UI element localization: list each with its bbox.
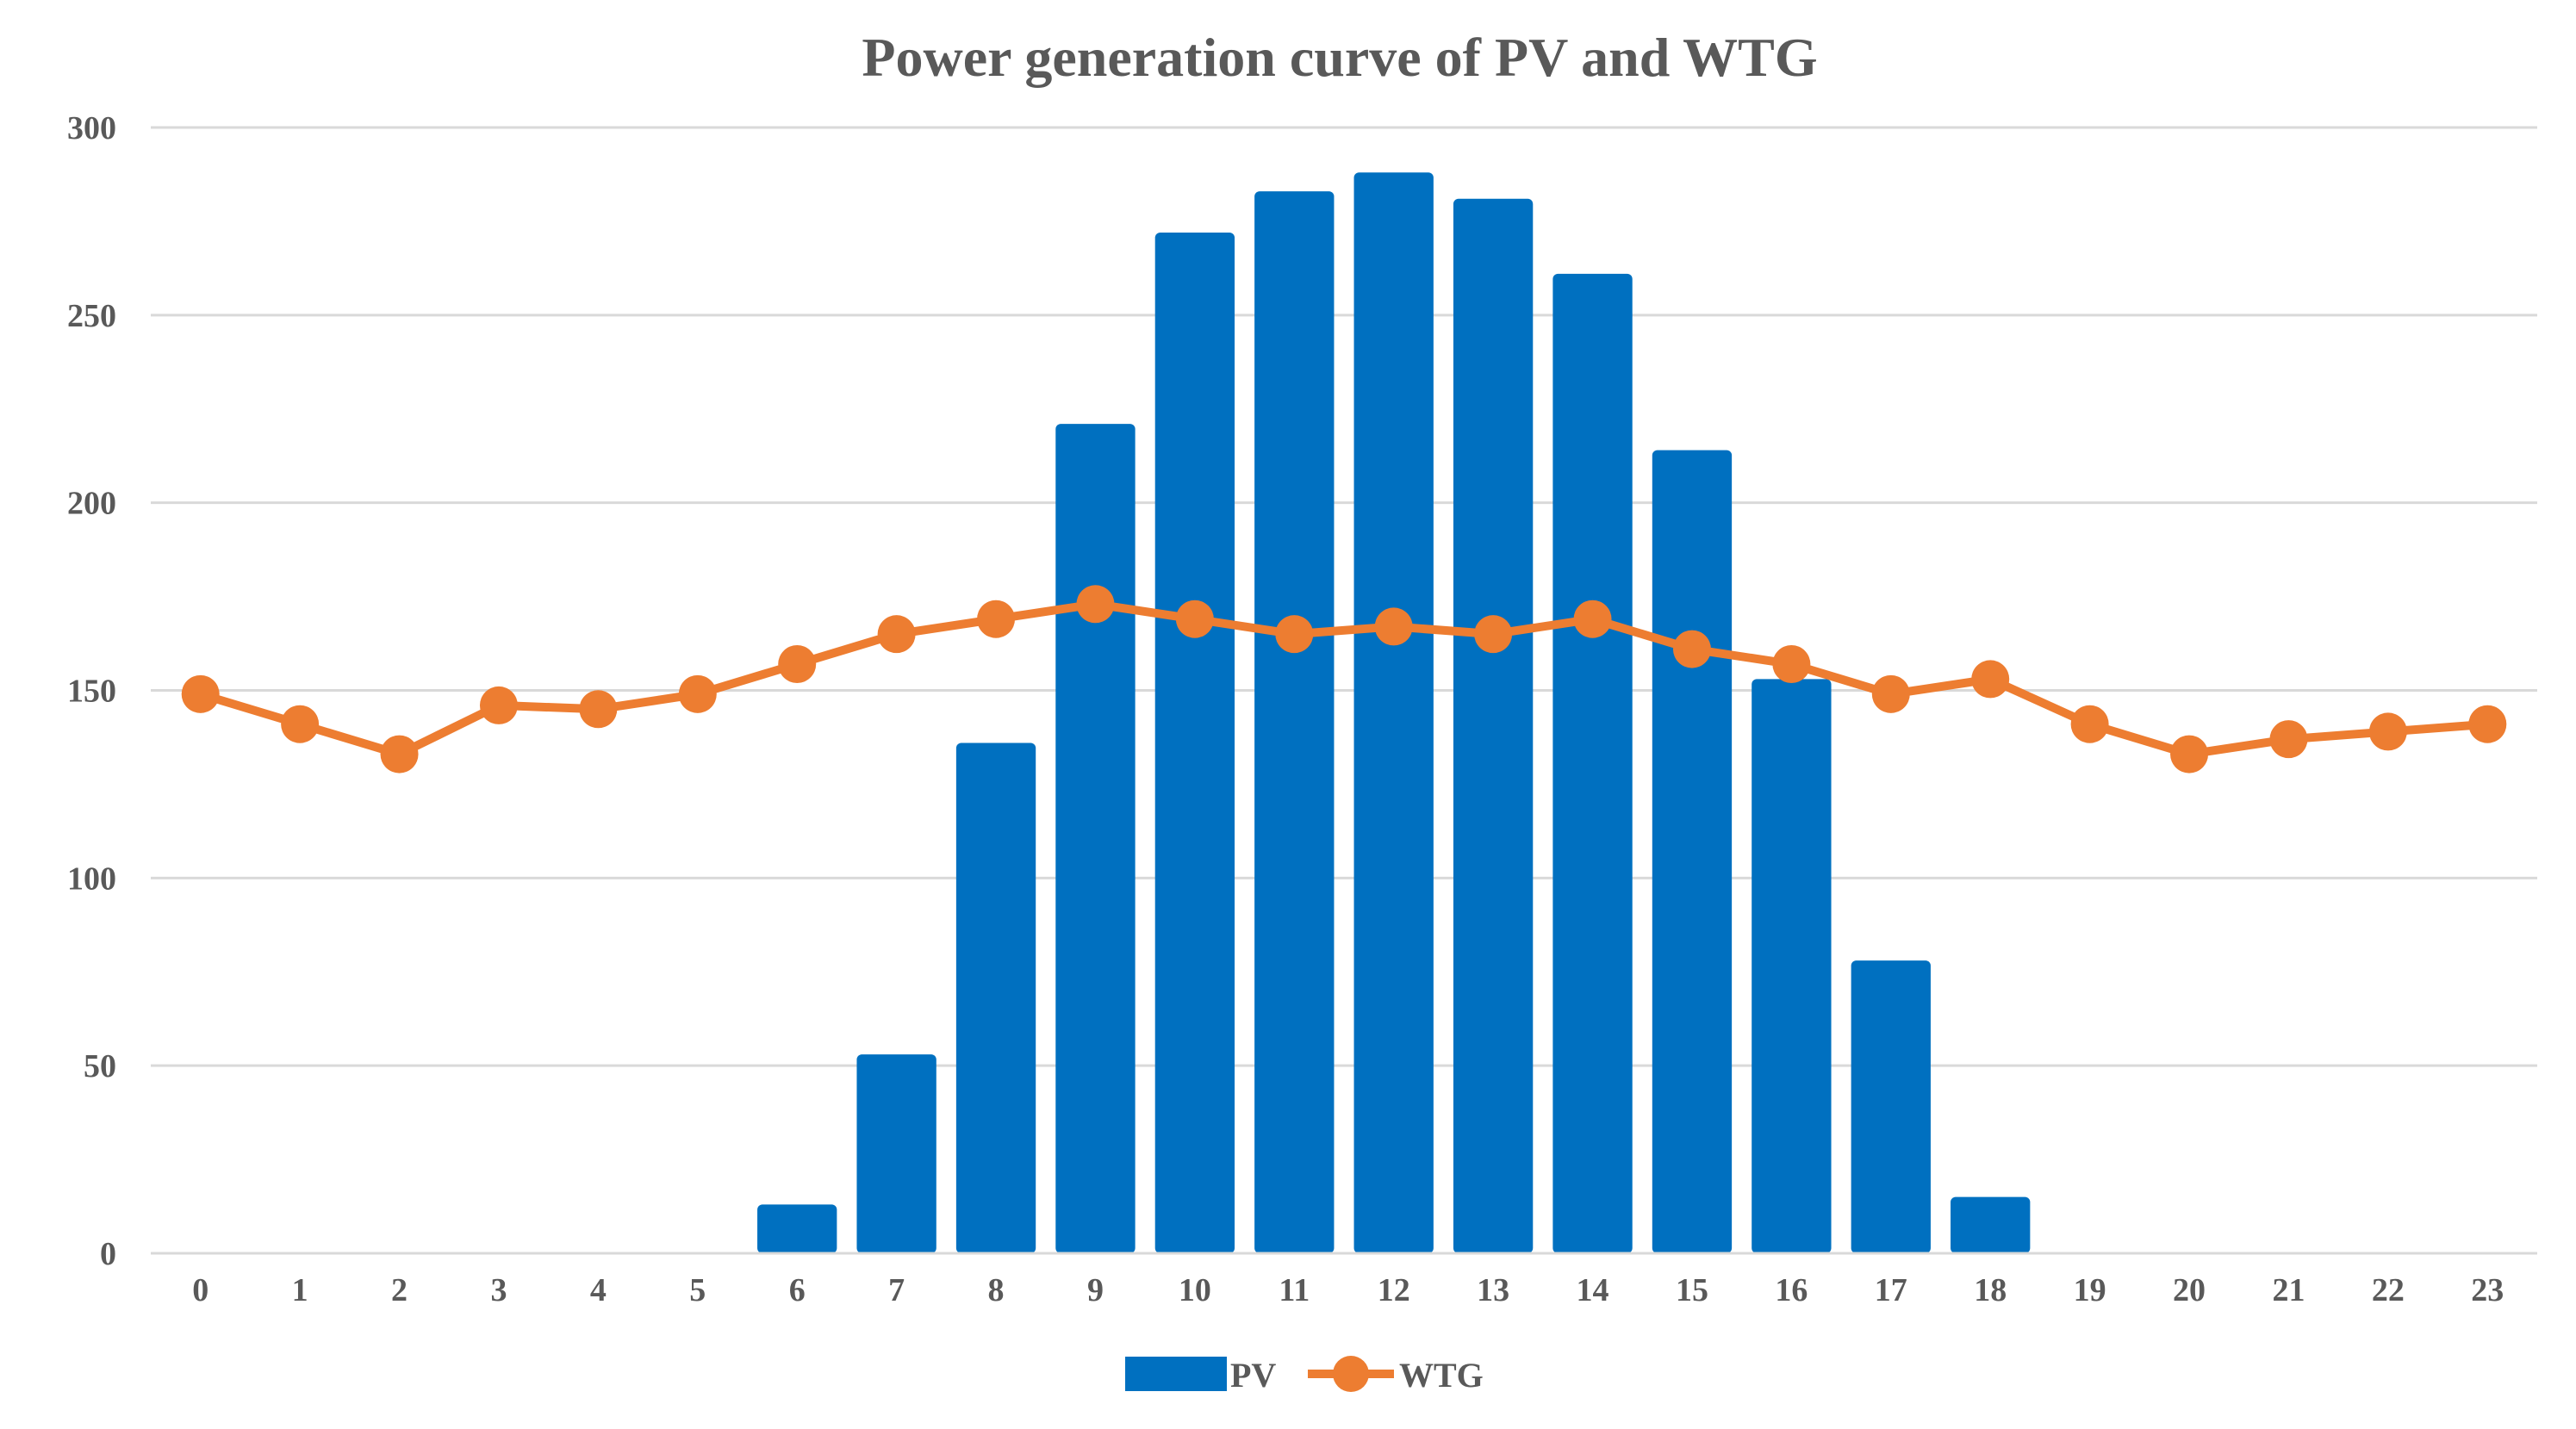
wtg-point bbox=[1871, 674, 1910, 713]
wtg-point bbox=[1175, 600, 1214, 638]
y-tick-label: 250 bbox=[67, 298, 116, 334]
x-tick-label: 13 bbox=[1477, 1272, 1509, 1308]
x-tick-label: 20 bbox=[2173, 1272, 2206, 1308]
legend-wtg-label: WTG bbox=[1399, 1356, 1484, 1395]
x-tick-label: 5 bbox=[689, 1272, 706, 1308]
legend-pv-swatch bbox=[1125, 1357, 1227, 1391]
x-tick-label: 21 bbox=[2272, 1272, 2305, 1308]
wtg-point bbox=[479, 686, 518, 724]
pv-bar bbox=[757, 1204, 837, 1253]
legend-wtg-marker bbox=[1333, 1356, 1369, 1392]
wtg-point bbox=[1275, 615, 1314, 654]
wtg-point bbox=[2468, 705, 2507, 743]
x-tick-label: 8 bbox=[988, 1272, 1005, 1308]
pv-bar bbox=[1652, 450, 1733, 1253]
x-tick-label: 0 bbox=[192, 1272, 208, 1308]
wtg-point bbox=[1573, 600, 1612, 638]
pv-bar bbox=[1552, 273, 1633, 1253]
pv-bar bbox=[1752, 679, 1832, 1253]
x-tick-label: 7 bbox=[888, 1272, 905, 1308]
wtg-point bbox=[678, 674, 717, 713]
x-tick-label: 17 bbox=[1875, 1272, 1907, 1308]
wtg-point bbox=[977, 600, 1016, 638]
pv-bar bbox=[955, 742, 1036, 1253]
gridlines bbox=[151, 126, 2537, 1067]
y-tick-label: 150 bbox=[67, 674, 116, 710]
x-tick-label: 2 bbox=[391, 1272, 408, 1308]
x-tick-label: 9 bbox=[1087, 1272, 1104, 1308]
pv-bar bbox=[1154, 232, 1235, 1253]
x-tick-label: 23 bbox=[2471, 1272, 2504, 1308]
x-tick-label: 14 bbox=[1577, 1272, 1609, 1308]
pv-bar bbox=[1951, 1196, 2031, 1253]
wtg-point bbox=[1772, 645, 1811, 684]
y-tick-label: 100 bbox=[67, 861, 116, 897]
x-tick-label: 22 bbox=[2372, 1272, 2405, 1308]
wtg-point bbox=[1474, 615, 1513, 654]
x-axis-tick-labels: 0 1 2 3 4 5 6 7 8 9 10 11 12 13 14 15 16 17 18 19 20 21 22 23 bbox=[192, 1272, 2504, 1308]
wtg-point bbox=[2070, 705, 2109, 743]
wtg-point bbox=[1374, 607, 1413, 646]
legend: PV WTG bbox=[1125, 1356, 1484, 1395]
pv-bar bbox=[1851, 960, 1931, 1253]
wtg-point bbox=[579, 690, 618, 729]
wtg-line-series bbox=[181, 585, 2507, 774]
x-tick-label: 6 bbox=[789, 1272, 806, 1308]
pv-bar bbox=[1055, 424, 1136, 1254]
wtg-line bbox=[196, 600, 2492, 759]
wtg-point bbox=[1672, 630, 1711, 668]
pv-bar bbox=[1254, 191, 1335, 1253]
y-tick-label: 0 bbox=[100, 1236, 116, 1272]
wtg-point bbox=[2170, 735, 2209, 774]
pv-bars bbox=[757, 172, 2031, 1254]
x-tick-label: 1 bbox=[292, 1272, 308, 1308]
y-tick-label: 50 bbox=[84, 1048, 116, 1084]
y-tick-label: 200 bbox=[67, 486, 116, 522]
chart-title: Power generation curve of PV and WTG bbox=[862, 27, 1817, 88]
wtg-point bbox=[877, 615, 916, 654]
wtg-point bbox=[2269, 720, 2308, 759]
x-tick-label: 11 bbox=[1279, 1272, 1310, 1308]
x-tick-label: 15 bbox=[1676, 1272, 1708, 1308]
wtg-point bbox=[1076, 585, 1115, 624]
y-tick-label: 300 bbox=[67, 110, 116, 146]
x-tick-label: 3 bbox=[490, 1272, 507, 1308]
wtg-point bbox=[281, 705, 320, 743]
y-axis-tick-labels: 0 50 100 150 200 250 300 bbox=[67, 110, 116, 1272]
x-tick-label: 18 bbox=[1974, 1272, 2007, 1308]
legend-pv-label: PV bbox=[1230, 1356, 1276, 1395]
x-tick-label: 19 bbox=[2074, 1272, 2106, 1308]
wtg-point bbox=[778, 645, 817, 684]
wtg-point bbox=[380, 735, 419, 774]
x-tick-label: 4 bbox=[590, 1272, 607, 1308]
wtg-point bbox=[1971, 660, 2010, 699]
x-tick-label: 10 bbox=[1179, 1272, 1211, 1308]
pv-bar bbox=[1453, 198, 1534, 1254]
x-tick-label: 16 bbox=[1775, 1272, 1808, 1308]
wtg-point bbox=[181, 674, 220, 713]
wtg-point bbox=[2368, 712, 2407, 751]
x-tick-label: 12 bbox=[1378, 1272, 1410, 1308]
pv-bar bbox=[856, 1054, 936, 1253]
pv-bar bbox=[1353, 172, 1434, 1253]
